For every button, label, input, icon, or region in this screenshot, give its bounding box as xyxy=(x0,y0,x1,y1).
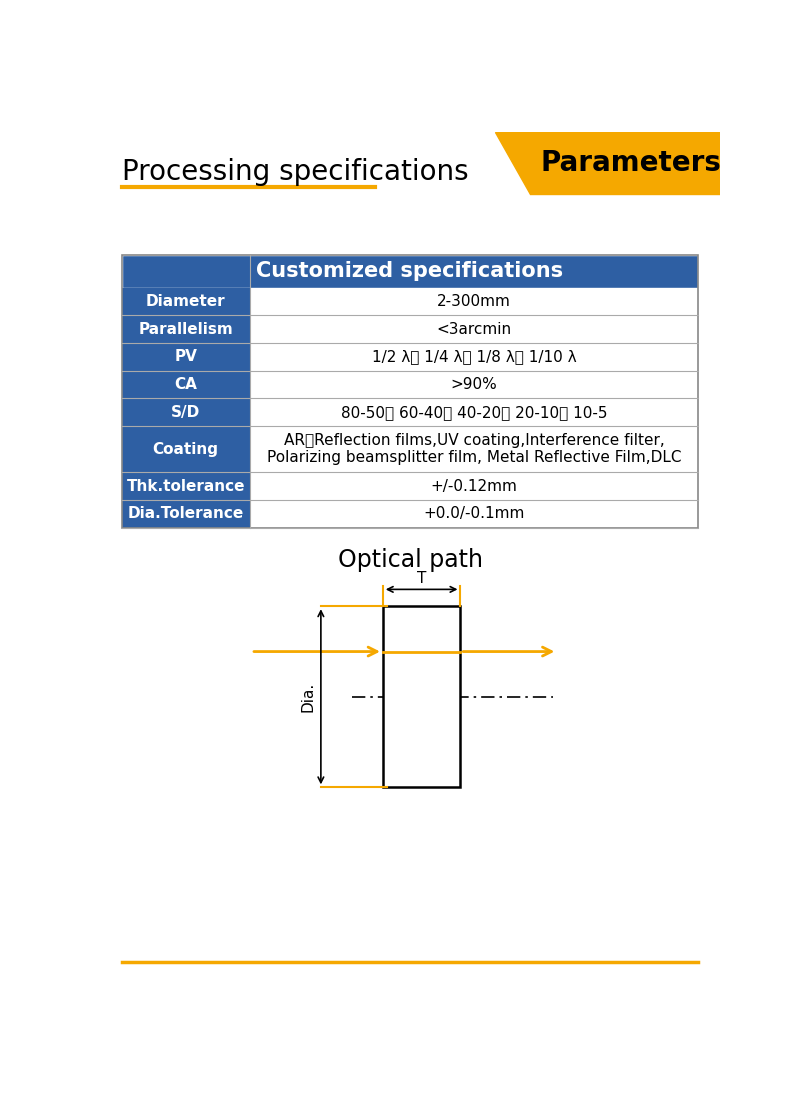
Text: +0.0/-0.1mm: +0.0/-0.1mm xyxy=(423,506,525,521)
Polygon shape xyxy=(495,132,720,194)
Text: Customized specifications: Customized specifications xyxy=(257,262,563,282)
Bar xyxy=(250,398,698,426)
Text: Parameters: Parameters xyxy=(541,148,722,177)
Bar xyxy=(250,472,698,500)
Bar xyxy=(122,371,250,398)
Bar xyxy=(122,500,250,528)
Bar xyxy=(250,426,698,472)
Text: 80-50、 60-40、 40-20、 20-10、 10-5: 80-50、 60-40、 40-20、 20-10、 10-5 xyxy=(341,405,607,420)
Text: PV: PV xyxy=(174,350,197,364)
Text: 1/2 λ、 1/4 λ、 1/8 λ、 1/10 λ: 1/2 λ、 1/4 λ、 1/8 λ、 1/10 λ xyxy=(372,350,576,364)
Bar xyxy=(122,343,250,371)
Text: AR、Reflection films,UV coating,Interference filter,: AR、Reflection films,UV coating,Interfere… xyxy=(283,433,664,449)
Text: CA: CA xyxy=(174,377,197,392)
Bar xyxy=(250,316,698,343)
Text: <3arcmin: <3arcmin xyxy=(436,321,511,337)
Bar xyxy=(383,606,460,788)
Text: Optical path: Optical path xyxy=(338,548,482,572)
Text: +/-0.12mm: +/-0.12mm xyxy=(430,478,518,494)
Text: >90%: >90% xyxy=(450,377,498,392)
Text: S/D: S/D xyxy=(171,405,200,420)
Text: Polarizing beamsplitter film, Metal Reflective Film,DLC: Polarizing beamsplitter film, Metal Refl… xyxy=(266,450,681,465)
Text: 2-300mm: 2-300mm xyxy=(437,294,511,309)
Text: T: T xyxy=(417,571,426,586)
Bar xyxy=(122,316,250,343)
Text: Diameter: Diameter xyxy=(146,294,226,309)
Bar xyxy=(122,255,698,528)
Text: Dia.Tolerance: Dia.Tolerance xyxy=(127,506,244,521)
Bar xyxy=(122,287,250,316)
Bar xyxy=(250,287,698,316)
Bar xyxy=(250,371,698,398)
Text: Parallelism: Parallelism xyxy=(138,321,233,337)
Bar xyxy=(122,398,250,426)
Bar xyxy=(250,343,698,371)
Bar xyxy=(122,426,250,472)
Bar xyxy=(250,500,698,528)
Bar xyxy=(122,472,250,500)
Text: Dia.: Dia. xyxy=(301,682,316,712)
Bar xyxy=(122,255,698,287)
Text: Thk.tolerance: Thk.tolerance xyxy=(126,478,245,494)
Text: Processing specifications: Processing specifications xyxy=(122,158,468,186)
Text: Coating: Coating xyxy=(153,442,218,456)
